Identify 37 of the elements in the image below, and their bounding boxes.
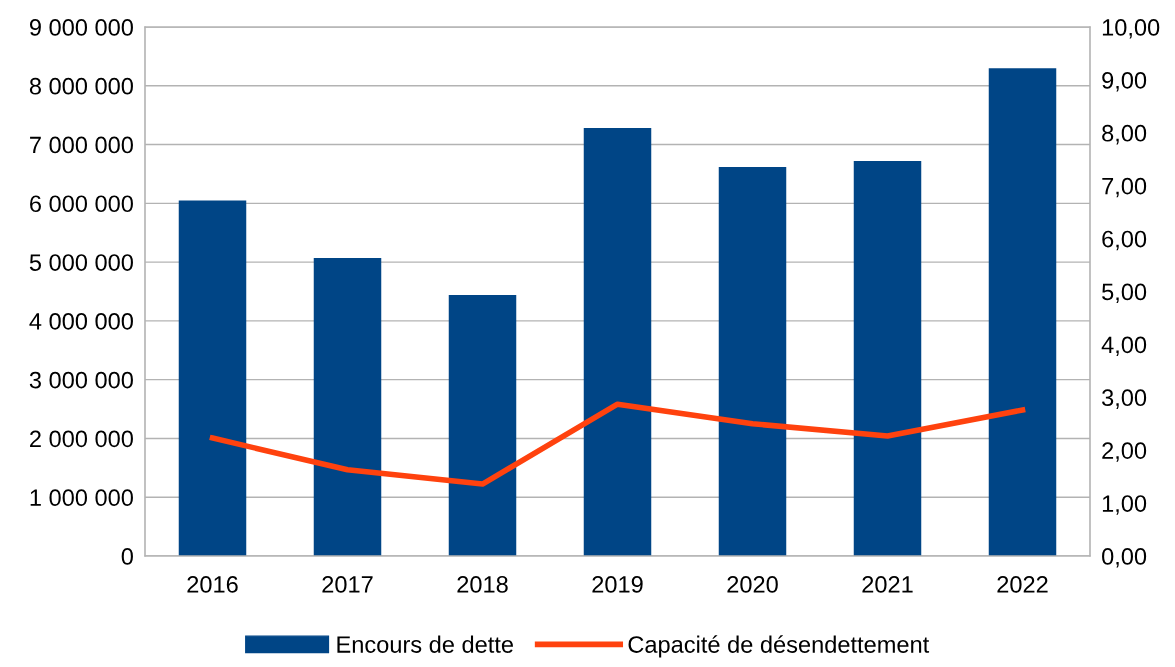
bar: [448, 295, 517, 556]
y2-tick-label: 7,00: [1102, 177, 1147, 198]
y2-tick-label: 1,00: [1102, 495, 1147, 515]
y-tick-label: 4 000 000: [29, 312, 133, 330]
bar: [988, 68, 1057, 556]
y-tick-label: 3 000 000: [29, 371, 133, 389]
y2-tick-label: 0,00: [1102, 548, 1147, 568]
bar: [313, 258, 382, 556]
y-tick-label: 2 000 000: [30, 430, 133, 448]
x-tick-label: 2016: [187, 576, 238, 593]
y-tick-label: 6 000 000: [30, 195, 133, 213]
y2-tick-label: 4,00: [1101, 336, 1147, 356]
bar: [178, 200, 247, 556]
y-tick-label: 1 000 000: [30, 489, 133, 507]
x-tick-label: 2020: [727, 576, 778, 593]
bar: [583, 128, 652, 556]
y-tick-label: 0: [121, 548, 133, 565]
y2-tick-label: 9,00: [1102, 71, 1147, 92]
y2-tick-label: 3,00: [1102, 389, 1147, 409]
y2-tick-label: 10,00: [1102, 19, 1160, 39]
y-tick-label: 7 000 000: [30, 136, 133, 154]
y2-tick-label: 8,00: [1102, 124, 1147, 145]
y2-tick-label: 6,00: [1102, 230, 1147, 251]
y-tick-label: 9 000 000: [29, 19, 133, 36]
bar: [853, 161, 922, 556]
y2-tick-label: 2,00: [1102, 442, 1147, 462]
x-tick-label: 2019: [592, 576, 643, 593]
x-tick-label: 2022: [997, 576, 1048, 593]
bar: [718, 166, 787, 556]
y-tick-label: 5 000 000: [29, 254, 133, 271]
y-tick-label: 8 000 000: [29, 77, 133, 95]
x-tick-label: 2018: [457, 576, 508, 593]
legend-label: Capacité de désendettement: [628, 635, 930, 658]
x-tick-label: 2021: [862, 576, 913, 593]
x-tick-label: 2017: [322, 576, 373, 593]
y2-tick-label: 5,00: [1102, 283, 1147, 304]
legend-label: Encours de dette: [337, 635, 513, 653]
